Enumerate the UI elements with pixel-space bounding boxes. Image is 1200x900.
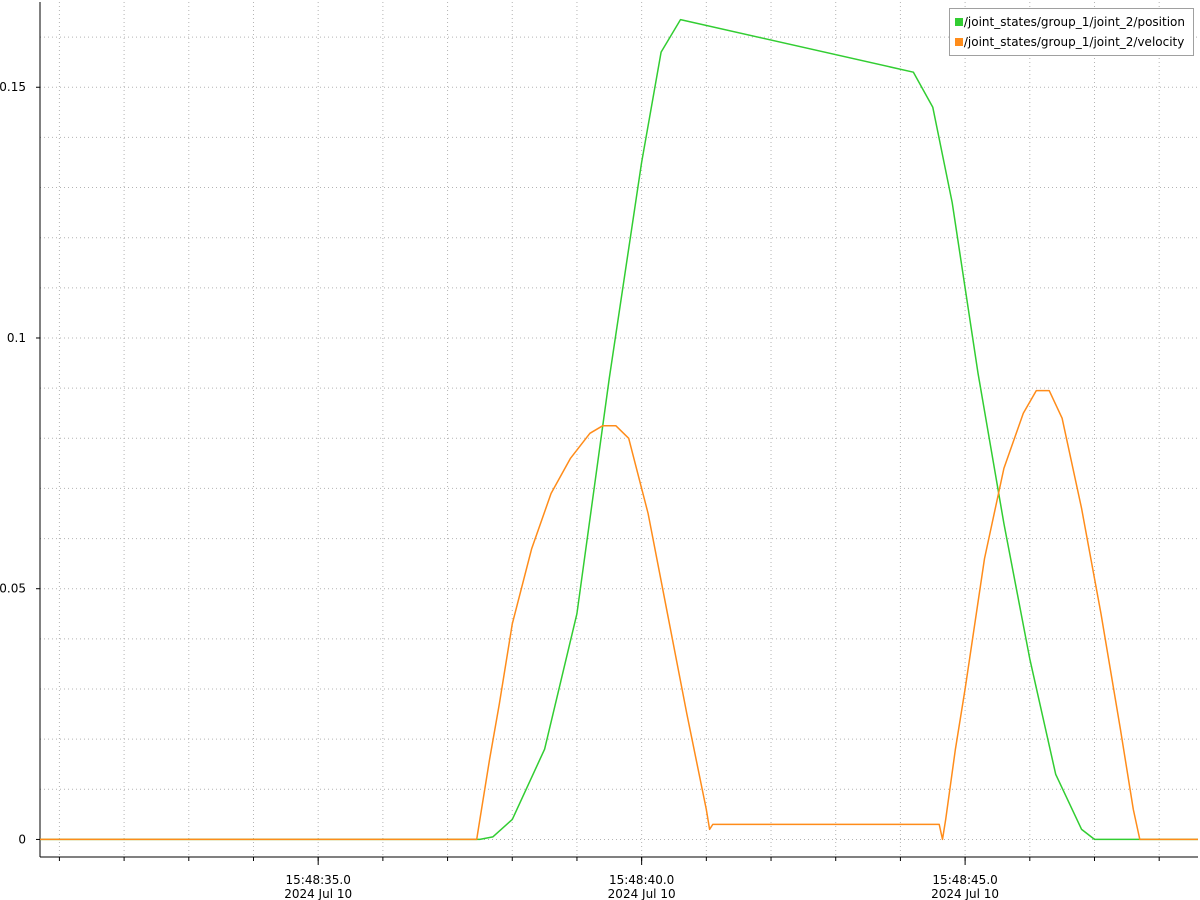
y-tick-label: 0.15 [0, 80, 26, 94]
legend-swatch-position [954, 18, 963, 26]
x-tick-label-time: 15:48:45.0 [932, 873, 997, 887]
x-tick-label-time: 15:48:40.0 [609, 873, 674, 887]
legend: /joint_states/group_1/joint_2/position /… [948, 8, 1194, 56]
legend-label-position: /joint_states/group_1/joint_2/position [963, 15, 1185, 29]
series-line-position [40, 18, 1198, 841]
series-lines [40, 18, 1198, 841]
legend-label-velocity: /joint_states/group_1/joint_2/velocity [963, 35, 1185, 49]
legend-entry-velocity: /joint_states/group_1/joint_2/velocity [954, 32, 1185, 52]
x-tick-label-time: 15:48:35.0 [286, 873, 351, 887]
series-line-velocity [40, 389, 1198, 841]
axes [36, 2, 1198, 865]
x-tick-label-date: 2024 Jul 10 [284, 887, 352, 900]
y-tick-label: 0 [18, 832, 26, 846]
grid-lines [40, 2, 1198, 857]
legend-entry-position: /joint_states/group_1/joint_2/position [954, 12, 1185, 32]
y-tick-label: 0.1 [7, 331, 26, 345]
x-tick-label-date: 2024 Jul 10 [931, 887, 999, 900]
legend-swatch-velocity [954, 38, 963, 46]
y-tick-label: 0.05 [0, 582, 26, 596]
x-tick-label-date: 2024 Jul 10 [608, 887, 676, 900]
